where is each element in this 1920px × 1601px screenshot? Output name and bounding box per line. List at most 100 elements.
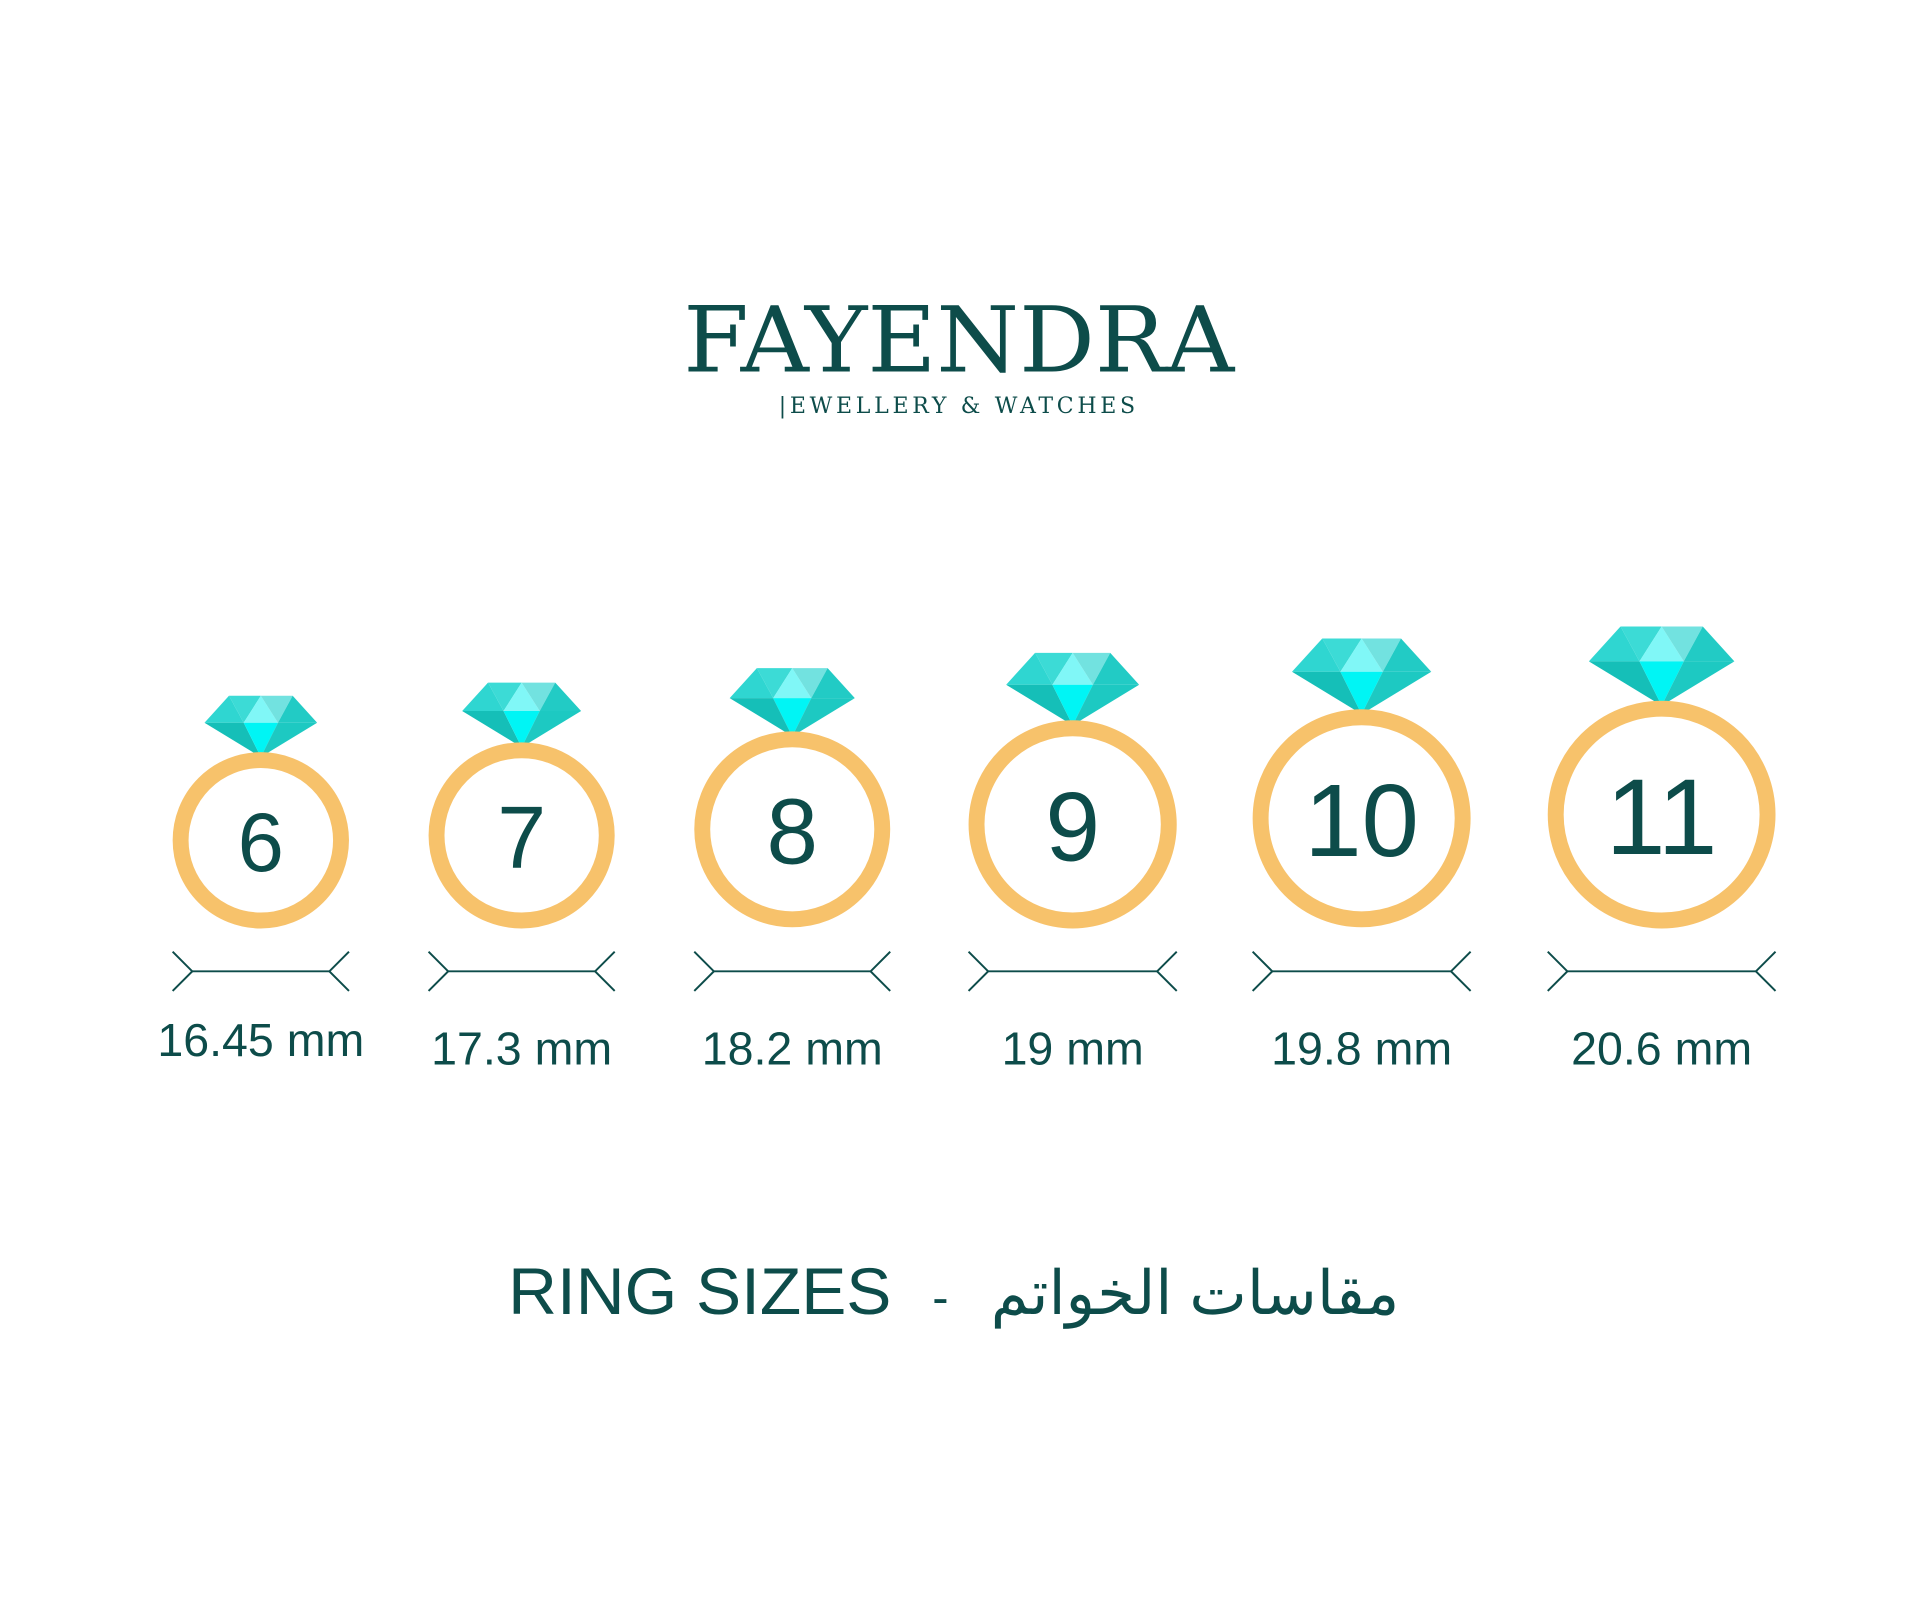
measure-left-chevron-icon — [427, 951, 450, 992]
diamond-facet — [521, 682, 556, 712]
diamond-facet — [792, 668, 828, 699]
measure-right-chevron-icon — [328, 951, 350, 992]
diamond-facet — [773, 698, 812, 737]
diamond-facet — [1661, 661, 1735, 706]
diamond-facet — [1052, 684, 1093, 726]
diamond-facet — [260, 722, 318, 758]
diamond-facet — [1340, 671, 1383, 715]
ring-size-number: 9 — [1045, 772, 1100, 882]
ring-diameter-label: 16.45 mm — [157, 1014, 364, 1066]
diamond-facet — [729, 698, 793, 737]
diamond-facet — [1092, 652, 1140, 685]
ring-size-item: 8 18.2 mm — [693, 668, 891, 1074]
diamond-facet — [1072, 652, 1111, 685]
title-english: RING SIZES — [508, 1255, 891, 1329]
diamond-facet — [277, 695, 318, 723]
title-separator: - — [932, 1271, 948, 1325]
diamond-facet — [521, 711, 582, 748]
measure-left-chevron-icon — [1547, 951, 1569, 992]
measure-left-chevron-icon — [967, 951, 990, 992]
diameter-measure-line — [1547, 951, 1777, 992]
ring-band — [1547, 700, 1776, 929]
diamond-facet — [204, 722, 261, 758]
ring-size-number: 7 — [497, 788, 546, 887]
diamond-icon — [1588, 626, 1735, 706]
diamond-facet — [462, 711, 522, 748]
measure-left-chevron-icon — [171, 951, 194, 992]
diamond-facet — [792, 698, 855, 737]
diamond-facet — [756, 668, 793, 699]
diamond-facet — [1382, 638, 1432, 672]
diamond-facet — [204, 695, 244, 723]
diameter-measure-line — [427, 951, 616, 992]
diamond-facet — [811, 668, 855, 699]
title-arabic: مقاسات الخواتم — [991, 1259, 1400, 1329]
diamond-facet — [773, 668, 812, 699]
ring-diameter-label: 19 mm — [1002, 1022, 1144, 1074]
diamond-facet — [260, 695, 293, 723]
diamond-facet — [1072, 684, 1140, 726]
ring-diameter-label: 17.3 mm — [431, 1022, 612, 1074]
brand-name: FAYENDRA — [683, 288, 1236, 393]
diamond-icon — [462, 682, 582, 748]
ring-size-number: 8 — [767, 779, 818, 883]
diamond-facet — [1035, 652, 1073, 685]
diamond-facet — [1322, 638, 1362, 672]
diameter-measure-line — [171, 951, 350, 992]
diamond-icon — [204, 695, 318, 758]
diamond-facet — [243, 722, 278, 758]
diamond-facet — [1361, 638, 1401, 672]
diamond-facet — [228, 695, 261, 723]
ring-size-number: 11 — [1606, 757, 1718, 877]
diamond-facet — [503, 711, 540, 748]
ring-size-item: 10 19.8 mm — [1251, 638, 1472, 1074]
diamond-facet — [1052, 652, 1093, 685]
measure-right-chevron-icon — [1754, 951, 1777, 992]
diamond-facet — [1661, 626, 1703, 662]
measure-left-chevron-icon — [693, 951, 716, 992]
diamond-facet — [243, 695, 278, 723]
ring-band — [428, 742, 615, 929]
ring-size-item: 6 16.45 mm — [157, 695, 364, 1066]
measure-right-chevron-icon — [1449, 951, 1472, 992]
diameter-measure-line — [693, 951, 891, 992]
diamond-icon — [729, 668, 855, 737]
diamond-icon — [1006, 652, 1140, 726]
ring-size-item: 11 20.6 mm — [1547, 626, 1777, 1074]
diamond-facet — [1292, 638, 1341, 672]
diamond-facet — [1639, 661, 1684, 706]
diamond-facet — [1340, 638, 1383, 672]
diamond-facet — [1683, 626, 1735, 662]
ring-diameter-label: 19.8 mm — [1271, 1022, 1452, 1074]
diamond-facet — [1588, 626, 1640, 662]
ring-size-item: 9 19 mm — [967, 652, 1178, 1074]
ring-diameter-label: 20.6 mm — [1571, 1022, 1752, 1074]
diamond-facet — [1006, 652, 1053, 685]
diameter-measure-line — [967, 951, 1178, 992]
diamond-facet — [503, 682, 540, 712]
diameter-measure-line — [1251, 951, 1472, 992]
ring-size-number: 10 — [1304, 763, 1418, 878]
measure-left-chevron-icon — [1251, 951, 1274, 992]
ring-band — [968, 720, 1177, 929]
ring-size-number: 6 — [238, 796, 284, 889]
logo: FAYENDRA |EWELLERY & WATCHES — [683, 288, 1236, 419]
brand-tagline: |EWELLERY & WATCHES — [779, 394, 1141, 419]
ring-diameter-label: 18.2 mm — [702, 1022, 883, 1074]
ring-list: 6 16.45 mm 7 17.3 mm 8 18.2 mm 9 19 mm 10 19.8 mm… — [157, 626, 1777, 1074]
measure-right-chevron-icon — [593, 951, 616, 992]
diamond-facet — [1620, 626, 1662, 662]
ring-band — [1252, 709, 1471, 928]
ring-band — [172, 752, 349, 929]
diamond-facet — [1639, 626, 1684, 662]
footer-title: RING SIZES - مقاسات الخواتم — [508, 1255, 1399, 1329]
ring-size-item: 7 17.3 mm — [427, 682, 616, 1074]
diamond-facet — [729, 668, 774, 699]
ring-band — [694, 731, 891, 928]
measure-right-chevron-icon — [1155, 951, 1178, 992]
diamond-icon — [1292, 638, 1432, 715]
diamond-facet — [539, 682, 582, 712]
measure-right-chevron-icon — [869, 951, 891, 992]
diamond-facet — [488, 682, 522, 712]
